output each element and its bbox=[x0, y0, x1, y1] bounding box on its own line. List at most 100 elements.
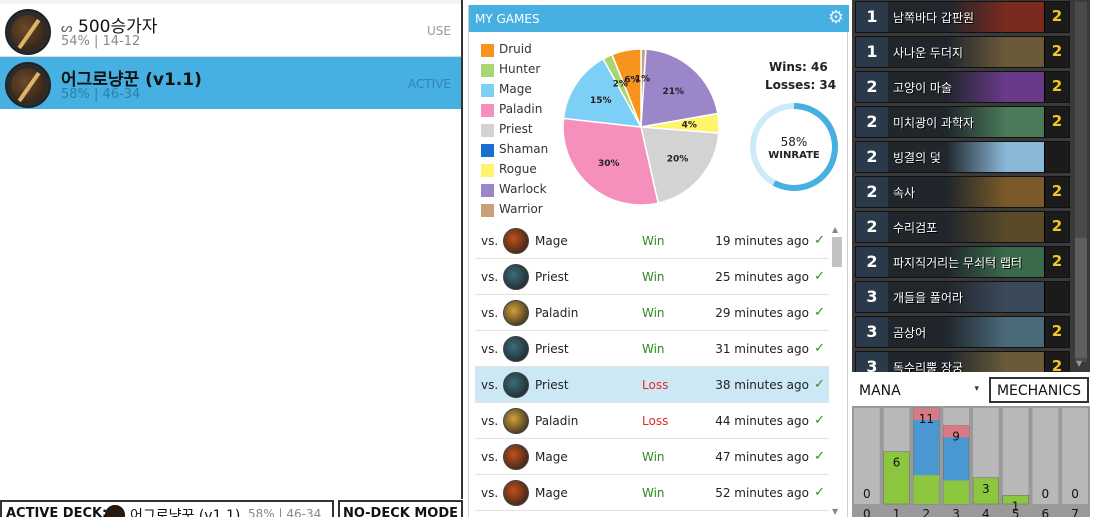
opponent-class-icon bbox=[503, 408, 529, 434]
vs-label: vs. bbox=[481, 450, 499, 464]
mana-cost-label: 7 bbox=[1071, 507, 1079, 517]
card-list-scrollbar[interactable]: ▼ bbox=[1072, 0, 1090, 372]
card-name: 개들을 풀어라 bbox=[893, 291, 964, 305]
pie-label: 4% bbox=[682, 121, 697, 131]
deck-item[interactable]: ᔕ 500승가자 54% | 14-12 USE bbox=[0, 4, 461, 56]
legend-label: Hunter bbox=[499, 62, 541, 76]
scroll-thumb[interactable] bbox=[1075, 238, 1087, 358]
game-history-list: vs. Mage Win 19 minutes ago ✓ vs. Priest Win 25 … bbox=[475, 223, 829, 517]
pie-label: 6% bbox=[624, 76, 639, 86]
card-name: 남쪽바다 갑판원 bbox=[893, 11, 975, 25]
game-result: Win bbox=[642, 450, 665, 464]
mana-bar bbox=[883, 451, 910, 505]
vs-label: vs. bbox=[481, 486, 499, 500]
card-row[interactable]: 1 남쪽바다 갑판원 2 bbox=[855, 1, 1070, 33]
game-time: 31 minutes ago bbox=[715, 342, 809, 356]
game-time: 25 minutes ago bbox=[715, 270, 809, 284]
mana-column-bg bbox=[854, 408, 880, 504]
opponent-class-icon bbox=[503, 480, 529, 506]
game-row[interactable]: vs. Paladin Win 29 minutes ago ✓ bbox=[475, 295, 829, 331]
card-row[interactable]: 3 곰상어 2 bbox=[855, 316, 1070, 348]
mana-bar-base bbox=[943, 480, 969, 504]
legend-swatch bbox=[481, 84, 494, 97]
losses-count: Losses: 34 bbox=[765, 78, 837, 92]
game-result: Win bbox=[642, 234, 665, 248]
card-cost: 2 bbox=[856, 107, 888, 137]
legend-swatch bbox=[481, 144, 494, 157]
use-deck-button[interactable]: USE bbox=[427, 24, 451, 38]
opponent-class-icon bbox=[503, 300, 529, 326]
card-count: 2 bbox=[1044, 107, 1069, 137]
mana-bar bbox=[1002, 495, 1029, 505]
game-row[interactable]: vs. Mage Win 47 minutes ago ✓ bbox=[475, 439, 829, 475]
card-row[interactable]: 2 미치광이 과학자 2 bbox=[855, 106, 1070, 138]
check-icon: ✓ bbox=[814, 449, 825, 464]
card-name: 독수리뿔 장궁 bbox=[893, 361, 964, 372]
game-row[interactable]: vs. Priest Win 25 minutes ago ✓ bbox=[475, 259, 829, 295]
mana-cost-label: 1 bbox=[893, 507, 901, 517]
card-art bbox=[946, 282, 1046, 312]
deck-stats: 54% | 14-12 bbox=[61, 34, 141, 49]
scroll-down-icon[interactable]: ▼ bbox=[1076, 359, 1083, 368]
game-time: 44 minutes ago bbox=[715, 414, 809, 428]
scroll-up-icon[interactable]: ▲ bbox=[832, 225, 839, 234]
card-art bbox=[946, 177, 1046, 207]
check-icon: ✓ bbox=[814, 377, 825, 392]
opponent-class: Paladin bbox=[535, 414, 579, 428]
gear-icon[interactable]: ⚙ bbox=[827, 7, 844, 28]
card-cost: 2 bbox=[856, 142, 888, 172]
card-list: 1 남쪽바다 갑판원 2 1 사나운 두더지 2 2 고양이 마술 2 2 미치광이 과학자 2 2 빙결… bbox=[852, 0, 1072, 372]
game-row[interactable]: vs. Mage Win 19 minutes ago ✓ bbox=[475, 223, 829, 259]
card-row[interactable]: 1 사나운 두더지 2 bbox=[855, 36, 1070, 68]
mechanics-button[interactable]: MECHANICS bbox=[989, 377, 1089, 403]
pie-slice-warlock bbox=[640, 48, 719, 128]
game-row[interactable]: vs. Paladin Loss 44 minutes ago ✓ bbox=[475, 403, 829, 439]
legend-label: Warlock bbox=[499, 182, 547, 196]
no-deck-mode-button[interactable]: NO-DECK MODE bbox=[338, 500, 463, 517]
card-row[interactable]: 2 빙결의 덫 bbox=[855, 141, 1070, 173]
legend-label: Rogue bbox=[499, 162, 537, 176]
card-count: 2 bbox=[1044, 212, 1069, 242]
active-deck-name: 어그로냥꾼 (v1.1) bbox=[130, 508, 241, 517]
mana-bar bbox=[972, 477, 999, 505]
legend-label: Priest bbox=[499, 122, 533, 136]
game-row[interactable]: vs. Priest Win 31 minutes ago ✓ bbox=[475, 331, 829, 367]
card-art bbox=[946, 107, 1046, 137]
card-name: 고양이 마술 bbox=[893, 81, 953, 95]
card-count bbox=[1044, 142, 1069, 172]
card-cost: 1 bbox=[856, 37, 888, 67]
card-row[interactable]: 2 속사 2 bbox=[855, 176, 1070, 208]
card-row[interactable]: 3 독수리뿔 장궁 2 bbox=[855, 351, 1070, 372]
scroll-down-icon[interactable]: ▼ bbox=[832, 507, 839, 516]
card-art bbox=[946, 2, 1046, 32]
mana-cost-label: 4 bbox=[982, 507, 990, 517]
active-deck-indicator[interactable]: ACTIVE DECK: 어그로냥꾼 (v1.1) 58% | 46-34 bbox=[0, 500, 334, 517]
scroll-thumb[interactable] bbox=[832, 237, 842, 267]
deck-tag-icon: ᔕ bbox=[61, 21, 73, 36]
card-cost: 3 bbox=[856, 352, 888, 372]
mana-cost-label: 2 bbox=[923, 507, 931, 517]
card-art bbox=[946, 212, 1046, 242]
game-row[interactable]: vs. Priest Loss 38 minutes ago ✓ bbox=[475, 367, 829, 403]
mana-bar-top bbox=[913, 408, 940, 420]
card-row[interactable]: 2 파지직거리는 무쇠턱 랩터 2 bbox=[855, 246, 1070, 278]
card-row[interactable]: 3 개들을 풀어라 bbox=[855, 281, 1070, 313]
pie-slice-mage bbox=[562, 57, 643, 128]
legend-label: Shaman bbox=[499, 142, 549, 156]
deck-name-text: 어그로냥꾼 (v1.1) bbox=[61, 70, 202, 90]
opponent-class: Priest bbox=[535, 378, 569, 392]
card-art bbox=[946, 37, 1046, 67]
deck-item-active[interactable]: 어그로냥꾼 (v1.1) 58% | 46-34 ACTIVE bbox=[0, 57, 461, 109]
card-name: 파지직거리는 무쇠턱 랩터 bbox=[893, 256, 1023, 270]
card-row[interactable]: 2 수리검포 2 bbox=[855, 211, 1070, 243]
deck-name: 어그로냥꾼 (v1.1) bbox=[61, 65, 202, 90]
mana-dropdown[interactable]: MANA ▾ bbox=[855, 377, 985, 403]
vs-label: vs. bbox=[481, 378, 499, 392]
check-icon: ✓ bbox=[814, 341, 825, 356]
game-list-scrollbar[interactable]: ▲ ▼ bbox=[831, 223, 843, 517]
game-row[interactable]: vs. Mage Win 52 minutes ago ✓ bbox=[475, 475, 829, 511]
game-result: Win bbox=[642, 342, 665, 356]
game-time: 19 minutes ago bbox=[715, 234, 809, 248]
card-count bbox=[1044, 282, 1069, 312]
card-row[interactable]: 2 고양이 마술 2 bbox=[855, 71, 1070, 103]
